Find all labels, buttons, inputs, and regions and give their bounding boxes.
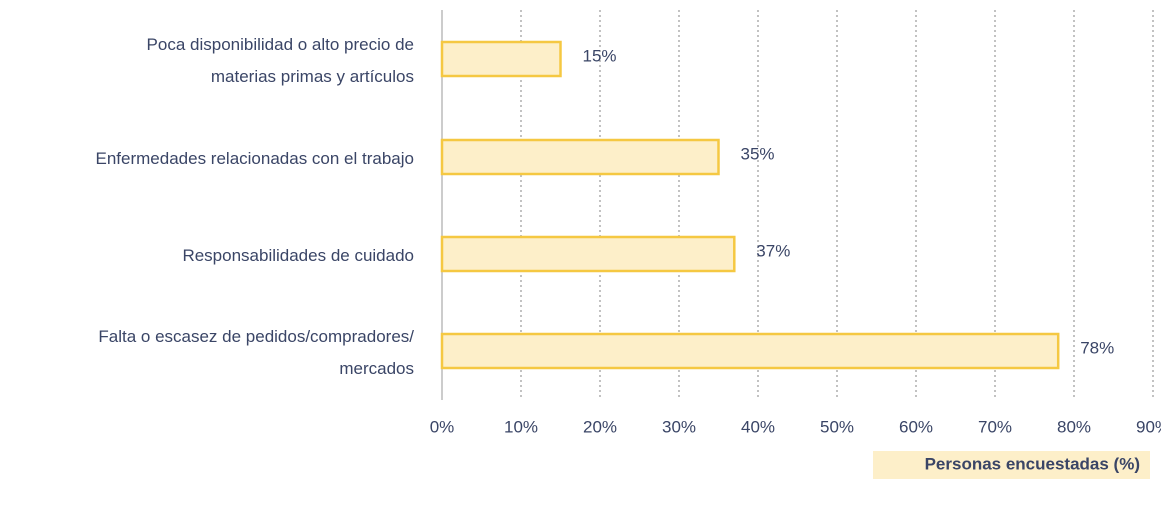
x-axis-title: Personas encuestadas (%) (925, 454, 1140, 473)
value-label: 35% (741, 144, 775, 163)
category-label: Falta o escasez de pedidos/compradores/ … (98, 327, 414, 378)
bar (440, 332, 1060, 370)
bar (440, 235, 736, 273)
category-label: Enfermedades relacionadas con el trabajo (95, 149, 414, 168)
x-tick-label: 90% (1136, 417, 1161, 436)
x-tick-label: 0% (430, 417, 455, 436)
x-tick-label: 10% (504, 417, 538, 436)
category-label: Poca disponibilidad o alto precio de mat… (146, 35, 414, 86)
x-tick-label: 30% (662, 417, 696, 436)
x-tick-label: 20% (583, 417, 617, 436)
value-label: 78% (1080, 338, 1114, 357)
bar (440, 40, 562, 78)
category-label: Responsabilidades de cuidado (182, 246, 414, 265)
bar (440, 138, 720, 176)
x-tick-label: 80% (1057, 417, 1091, 436)
x-tick-label: 60% (899, 417, 933, 436)
x-tick-label: 70% (978, 417, 1012, 436)
x-tick-label: 50% (820, 417, 854, 436)
axis-title-box (873, 451, 1150, 479)
value-label: 15% (583, 46, 617, 65)
value-label: 37% (756, 241, 790, 260)
x-tick-label: 40% (741, 417, 775, 436)
